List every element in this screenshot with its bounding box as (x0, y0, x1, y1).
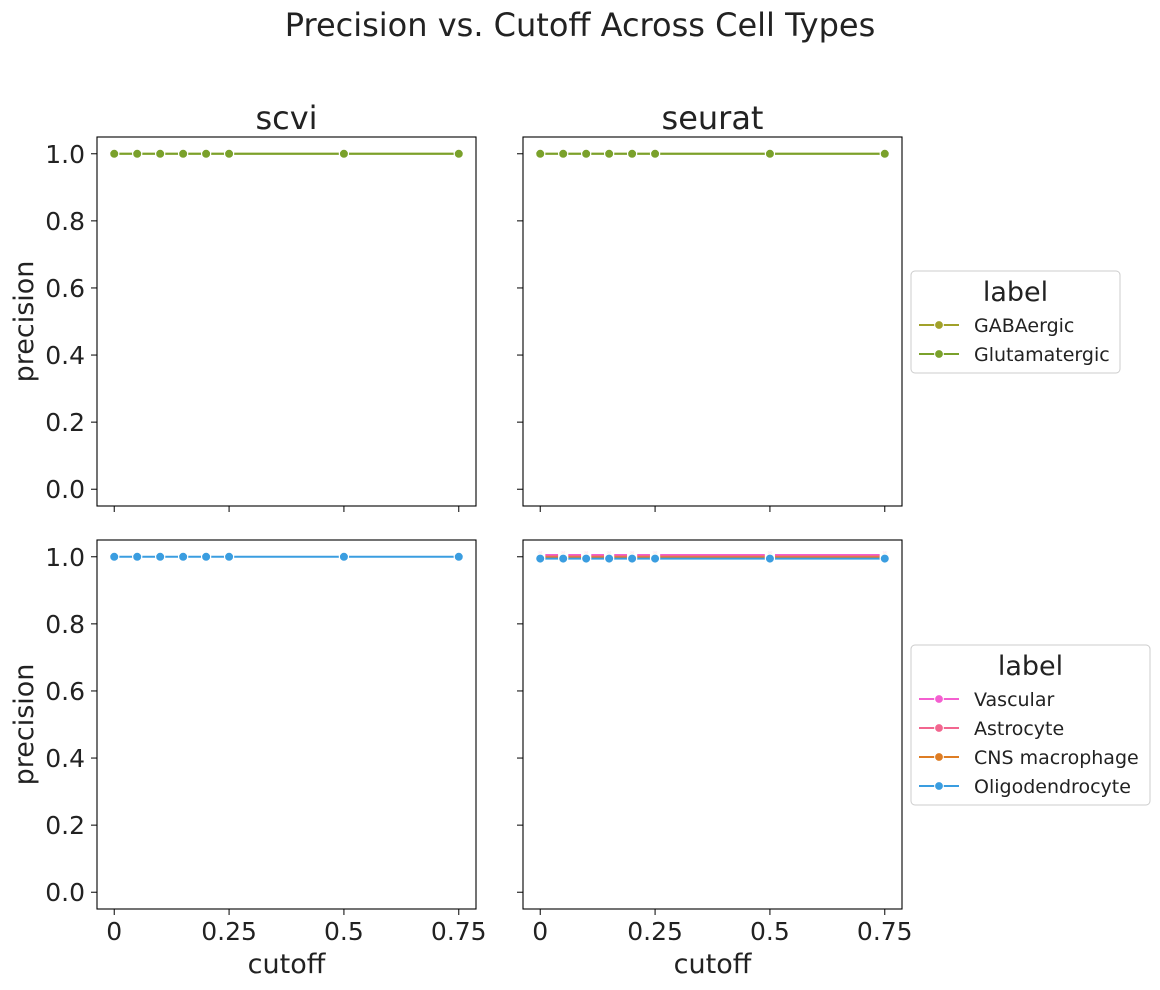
legend-label: Astrocyte (974, 718, 1064, 740)
panel-title: scvi (255, 99, 317, 137)
panel-1-2: seurat (517, 99, 903, 512)
series-oligodendrocyte (109, 551, 464, 562)
legend-item: Glutamatergic (919, 344, 1110, 366)
legend-item: Oligodendrocyte (919, 776, 1131, 798)
data-point (453, 551, 464, 562)
x-axis-label: cutoff (248, 949, 327, 980)
legend-row-2: label Vascular Astrocyte CNS macrophage Olig… (910, 644, 1151, 806)
data-point (603, 148, 615, 159)
legend-label: CNS macrophage (974, 747, 1139, 769)
legend-item: CNS macrophage (919, 747, 1139, 769)
legend-swatch-marker (934, 349, 944, 359)
axes-frame (522, 136, 903, 507)
y-tick-label: 0.2 (45, 811, 85, 840)
data-point (649, 553, 661, 564)
legend-swatch-marker (934, 320, 944, 330)
legend-box (910, 644, 1151, 806)
legend-title: label (983, 277, 1048, 308)
data-point (338, 148, 350, 159)
y-tick-label: 0.0 (45, 878, 85, 907)
x-tick-label: 0.5 (324, 917, 364, 946)
y-axis-label: precision (9, 664, 40, 786)
data-point (131, 551, 143, 562)
panel-2-2: 0 0.25 0.5 0.75 cutoff (517, 539, 913, 980)
axes-frame (96, 136, 477, 507)
x-tick-label: 0.25 (201, 917, 257, 946)
y-tick-label: 0.0 (45, 475, 85, 504)
data-point (535, 553, 546, 564)
data-point (879, 553, 890, 564)
legend-label: GABAergic (974, 315, 1074, 337)
legends: label GABAergic Glutamatergic label Vascular… (910, 270, 1151, 806)
panel-title: seurat (662, 99, 764, 137)
data-point (603, 553, 615, 564)
data-point (154, 148, 166, 159)
data-point (109, 148, 120, 159)
x-tick-label: 0.75 (431, 917, 487, 946)
legend-box (910, 270, 1121, 374)
data-point (557, 148, 569, 159)
figure-title: Precision vs. Cutoff Across Cell Types (285, 6, 876, 44)
data-point (535, 148, 546, 159)
x-axis-label: cutoff (674, 949, 753, 980)
data-point (453, 148, 464, 159)
y-tick-label: 0.8 (45, 207, 85, 236)
data-point (580, 148, 592, 159)
legend-row-1: label GABAergic Glutamatergic (910, 270, 1121, 374)
panel-2-1: 0.0 0.2 0.4 0.6 0.8 1.0 0 0.25 0.5 0.75 precision c… (9, 539, 487, 980)
data-point (200, 551, 212, 562)
series-glutamatergic (535, 148, 890, 159)
y-tick-label: 0.6 (45, 677, 85, 706)
legend-label: Glutamatergic (974, 344, 1110, 366)
y-tick-label: 0.6 (45, 274, 85, 303)
legend-item: Astrocyte (919, 718, 1064, 740)
legend-swatch-marker (934, 694, 944, 704)
y-tick-label: 1.0 (45, 140, 85, 169)
x-tick-label: 0.75 (857, 917, 913, 946)
legend-label: Oligodendrocyte (974, 776, 1131, 798)
y-tick-label: 0.8 (45, 610, 85, 639)
data-point (109, 551, 120, 562)
legend-swatch-marker (934, 781, 944, 791)
legend-item: GABAergic (919, 315, 1074, 337)
y-tick-label: 0.2 (45, 408, 85, 437)
data-point (177, 148, 189, 159)
data-point (223, 148, 235, 159)
legend-label: Vascular (974, 689, 1054, 711)
data-point (154, 551, 166, 562)
y-tick-label: 1.0 (45, 543, 85, 572)
x-tick-label: 0 (532, 917, 548, 946)
legend-swatch-marker (934, 752, 944, 762)
data-point (200, 148, 212, 159)
legend-title: label (998, 651, 1063, 682)
data-point (177, 551, 189, 562)
plot-grid: scvi 0.0 0.2 0.4 0.6 0.8 1.0 precision seurat 0.0… (9, 99, 913, 980)
x-tick-label: 0.25 (627, 917, 683, 946)
data-point (764, 553, 776, 564)
data-point (649, 148, 661, 159)
y-tick-label: 0.4 (45, 744, 85, 773)
data-point (580, 553, 592, 564)
y-tick-label: 0.4 (45, 341, 85, 370)
series-oligodendrocyte (535, 553, 890, 564)
panel-1-1: scvi 0.0 0.2 0.4 0.6 0.8 1.0 precision (9, 99, 477, 512)
data-point (764, 148, 776, 159)
data-point (626, 553, 638, 564)
data-point (557, 553, 569, 564)
axes-frame (522, 539, 903, 910)
data-point (338, 551, 350, 562)
series-glutamatergic (109, 148, 464, 159)
x-tick-label: 0 (106, 917, 122, 946)
axes-frame (96, 539, 477, 910)
y-axis-label: precision (9, 261, 40, 383)
data-point (626, 148, 638, 159)
data-point (131, 148, 143, 159)
x-tick-label: 0.5 (750, 917, 790, 946)
data-point (223, 551, 235, 562)
data-point (879, 148, 890, 159)
legend-swatch-marker (934, 723, 944, 733)
legend-item: Vascular (919, 689, 1054, 711)
